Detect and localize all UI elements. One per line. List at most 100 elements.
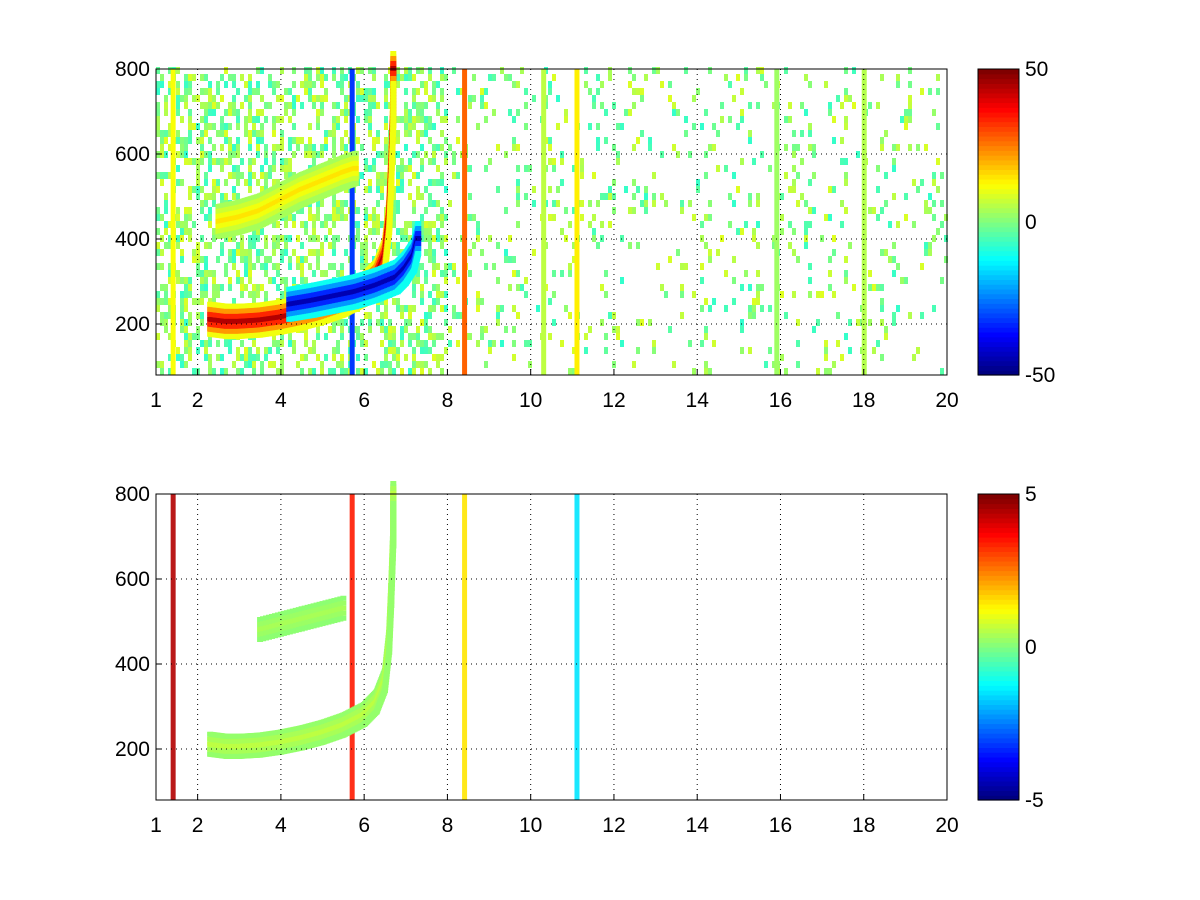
- heatmap-cell: [512, 137, 516, 144]
- heatmap-cell: [276, 284, 280, 291]
- ridge-cell: [390, 61, 397, 66]
- heatmap-cell: [496, 186, 500, 193]
- heatmap-cell: [196, 242, 200, 249]
- heatmap-cell: [932, 172, 936, 179]
- heatmap-cell: [608, 186, 612, 193]
- heatmap-cell: [184, 277, 188, 284]
- heatmap-cell: [824, 368, 828, 375]
- heatmap-cell: [828, 109, 832, 116]
- heatmap-cell: [524, 102, 528, 109]
- heatmap-cell: [272, 130, 276, 137]
- heatmap-cell: [240, 284, 244, 291]
- heatmap-cell: [184, 305, 188, 312]
- heatmap-cell: [332, 200, 336, 207]
- heatmap-cell: [224, 137, 228, 144]
- heatmap-cell: [672, 109, 676, 116]
- heatmap-cell: [736, 123, 740, 130]
- heatmap-cell: [384, 102, 388, 109]
- heatmap-cell: [208, 242, 212, 249]
- heatmap-cell: [308, 235, 312, 242]
- heatmap-cell: [592, 214, 596, 221]
- heatmap-cell: [504, 256, 508, 263]
- heatmap-cell: [196, 95, 200, 102]
- heatmap-cell: [260, 228, 264, 235]
- heatmap-cell: [412, 305, 416, 312]
- ridge-cell: [388, 166, 395, 171]
- heatmap-cell: [416, 137, 420, 144]
- heatmap-cell: [220, 193, 224, 200]
- heatmap-cell: [548, 298, 552, 305]
- ridge-cell: [415, 246, 422, 251]
- heatmap-cell: [672, 102, 676, 109]
- heatmap-cell: [220, 123, 224, 130]
- heatmap-cell: [936, 88, 940, 95]
- heatmap-cell: [420, 284, 424, 291]
- heatmap-cell: [168, 305, 172, 312]
- heatmap-cell: [380, 319, 384, 326]
- heatmap-cell: [396, 81, 400, 88]
- heatmap-cell: [476, 305, 480, 312]
- heatmap-cell: [432, 158, 436, 165]
- heatmap-cell: [360, 95, 364, 102]
- heatmap-cell: [272, 340, 276, 347]
- heatmap-cell: [368, 179, 372, 186]
- heatmap-cell: [420, 214, 424, 221]
- heatmap-cell: [184, 137, 188, 144]
- heatmap-cell: [372, 242, 376, 249]
- heatmap-cell: [424, 81, 428, 88]
- heatmap-cell: [260, 284, 264, 291]
- heatmap-cell: [228, 102, 232, 109]
- heatmap-cell: [848, 95, 852, 102]
- heatmap-cell: [200, 270, 204, 277]
- heatmap-cell: [748, 284, 752, 291]
- heatmap-cell: [432, 333, 436, 340]
- heatmap-cell: [304, 88, 308, 95]
- heatmap-cell: [412, 200, 416, 207]
- heatmap-cell: [360, 263, 364, 270]
- ridge-cell: [390, 108, 397, 114]
- heatmap-cell: [180, 116, 184, 123]
- heatmap-cell: [440, 354, 444, 361]
- heatmap-cell: [268, 361, 272, 368]
- heatmap-cell: [176, 88, 180, 95]
- heatmap-cell: [604, 270, 608, 277]
- heatmap-cell: [856, 151, 860, 158]
- heatmap-cell: [228, 158, 232, 165]
- heatmap-cell: [308, 67, 312, 74]
- heatmap-cell: [472, 95, 476, 102]
- heatmap-cell: [216, 354, 220, 361]
- heatmap-cell: [568, 221, 572, 228]
- heatmap-cell: [408, 221, 412, 228]
- heatmap-cell: [784, 67, 788, 74]
- heatmap-cell: [168, 312, 172, 319]
- heatmap-cell: [156, 123, 160, 130]
- heatmap-cell: [396, 228, 400, 235]
- heatmap-cell: [612, 179, 616, 186]
- heatmap-cell: [704, 368, 708, 375]
- heatmap-cell: [664, 291, 668, 298]
- heatmap-cell: [588, 326, 592, 333]
- heatmap-cell: [428, 333, 432, 340]
- heatmap-cell: [208, 361, 212, 368]
- heatmap-cell: [188, 214, 192, 221]
- heatmap-cell: [228, 277, 232, 284]
- heatmap-cell: [276, 116, 280, 123]
- heatmap-cell: [632, 361, 636, 368]
- heatmap-cell: [424, 88, 428, 95]
- heatmap-cell: [224, 109, 228, 116]
- heatmap-cell: [264, 172, 268, 179]
- heatmap-cell: [448, 144, 452, 151]
- heatmap-cell: [552, 291, 556, 298]
- heatmap-cell: [272, 277, 276, 284]
- heatmap-cell: [232, 81, 236, 88]
- heatmap-cell: [472, 214, 476, 221]
- heatmap-cell: [224, 340, 228, 347]
- heatmap-cell: [224, 67, 228, 74]
- heatmap-cell: [408, 123, 412, 130]
- heatmap-cell: [304, 67, 308, 74]
- heatmap-cell: [360, 256, 364, 263]
- heatmap-cell: [428, 256, 432, 263]
- heatmap-cell: [768, 165, 772, 172]
- heatmap-cell: [408, 340, 412, 347]
- heatmap-cell: [404, 67, 408, 74]
